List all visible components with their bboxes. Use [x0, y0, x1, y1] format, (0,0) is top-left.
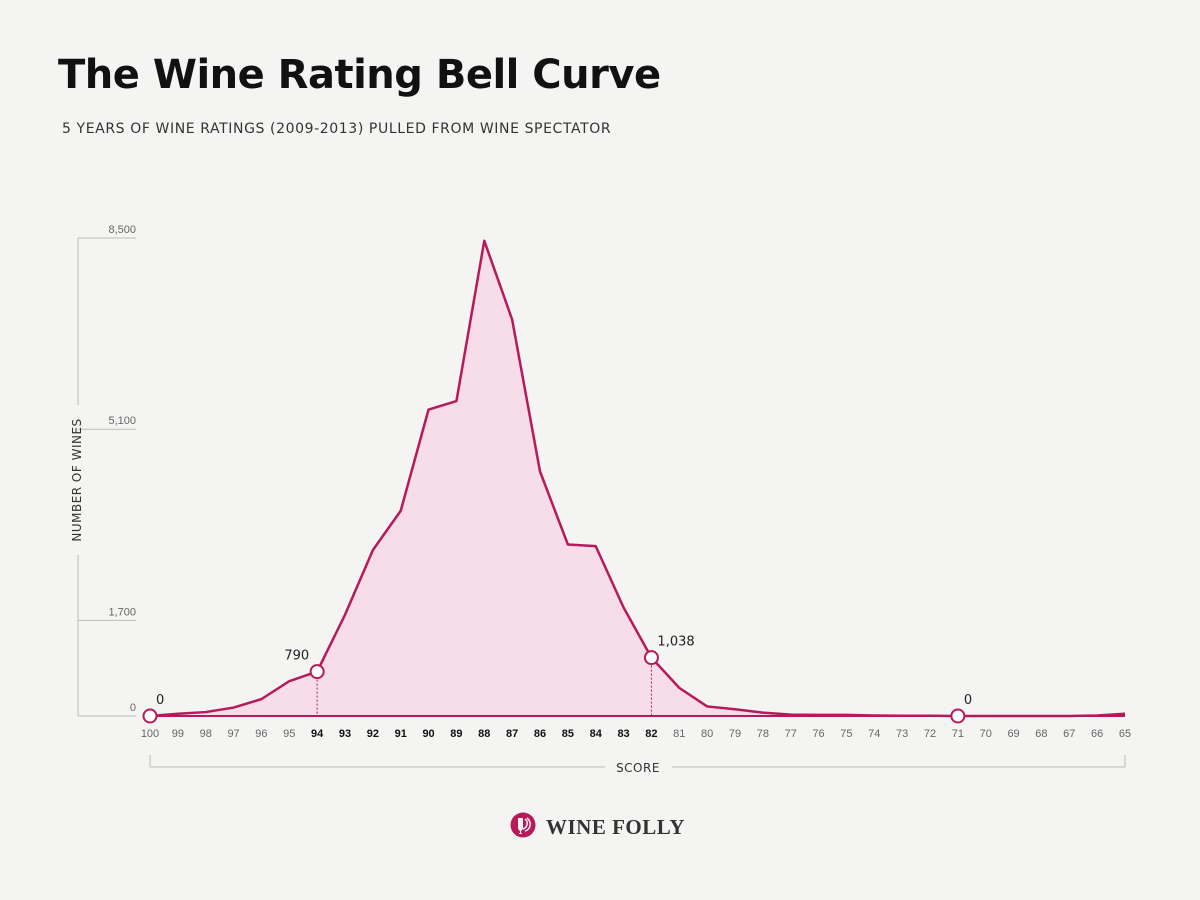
- annotation-layer: 0 790 1,038 0: [142, 635, 972, 724]
- x-tick-label: 84: [590, 728, 603, 740]
- x-tick-label: 81: [673, 728, 685, 740]
- area-layer: [150, 240, 1125, 716]
- y-tick-label: 1,700: [108, 606, 136, 618]
- x-tick-label: 89: [450, 728, 462, 740]
- x-tick-label: 75: [840, 728, 852, 740]
- x-tick-label: 74: [868, 728, 880, 740]
- x-tick-label: 100: [141, 728, 159, 740]
- brand-name: WINE FOLLY: [546, 815, 686, 839]
- x-tick-label: 92: [367, 728, 379, 740]
- x-tick-label: 79: [729, 728, 741, 740]
- x-tick-label: 65: [1119, 728, 1131, 740]
- y-tick-label: 8,500: [108, 224, 136, 236]
- wine-folly-logo-icon: [510, 812, 536, 843]
- x-tick-label: 98: [200, 728, 212, 740]
- x-tick-label: 80: [701, 728, 713, 740]
- annotation-marker: [643, 650, 659, 666]
- annotation-marker: [309, 664, 325, 680]
- x-tick-label: 77: [785, 728, 797, 740]
- x-axis-title: SCORE: [616, 761, 660, 775]
- annotation-label: 790: [284, 649, 309, 664]
- x-tick-label: 73: [896, 728, 908, 740]
- x-tick-label: 95: [283, 728, 295, 740]
- annotation-marker: [950, 708, 966, 724]
- annotation-label: 0: [964, 693, 972, 708]
- x-tick-label: 86: [534, 728, 546, 740]
- x-tick-label: 71: [952, 728, 964, 740]
- x-tick-label: 87: [506, 728, 518, 740]
- x-tick-label: 97: [227, 728, 239, 740]
- chart-subtitle: 5 YEARS OF WINE RATINGS (2009-2013) PULL…: [62, 121, 612, 137]
- x-tick-label: 99: [172, 728, 184, 740]
- x-tick-label: 69: [1007, 728, 1019, 740]
- annotation-marker: [142, 708, 158, 724]
- y-axis-title: NUMBER OF WINES: [70, 418, 84, 541]
- x-tick-label: 78: [757, 728, 769, 740]
- chart-title: The Wine Rating Bell Curve: [58, 52, 661, 98]
- axis-layer: 0 1,700 5,100 8,500 NUMBER OF WINES SCORE: [70, 224, 1126, 775]
- x-tick-label: 82: [645, 728, 657, 740]
- curve-area-fill: [150, 240, 1125, 716]
- x-tick-label: 88: [478, 728, 490, 740]
- x-tick-label: 93: [339, 728, 351, 740]
- x-tick-label: 76: [812, 728, 824, 740]
- x-tick-label: 72: [924, 728, 936, 740]
- y-tick-label: 0: [130, 702, 136, 714]
- x-tick-label: 67: [1063, 728, 1075, 740]
- tick-layer: 100 99 98 97 96 95 94 93 92 91 90 89 88 87 86 85 84 83 82 8…: [141, 728, 1131, 740]
- annotation-label: 0: [156, 693, 164, 708]
- x-tick-label: 66: [1091, 728, 1103, 740]
- brand: WINE FOLLY: [510, 812, 685, 843]
- x-tick-label: 85: [562, 728, 574, 740]
- x-tick-label: 96: [255, 728, 267, 740]
- x-tick-label: 70: [980, 728, 992, 740]
- x-tick-label: 83: [617, 728, 629, 740]
- x-tick-label: 68: [1035, 728, 1047, 740]
- x-tick-label: 90: [422, 728, 434, 740]
- y-tick-label: 5,100: [108, 415, 136, 427]
- annotation-label: 1,038: [657, 635, 694, 650]
- x-tick-label: 91: [395, 728, 407, 740]
- x-tick-label: 94: [311, 728, 324, 740]
